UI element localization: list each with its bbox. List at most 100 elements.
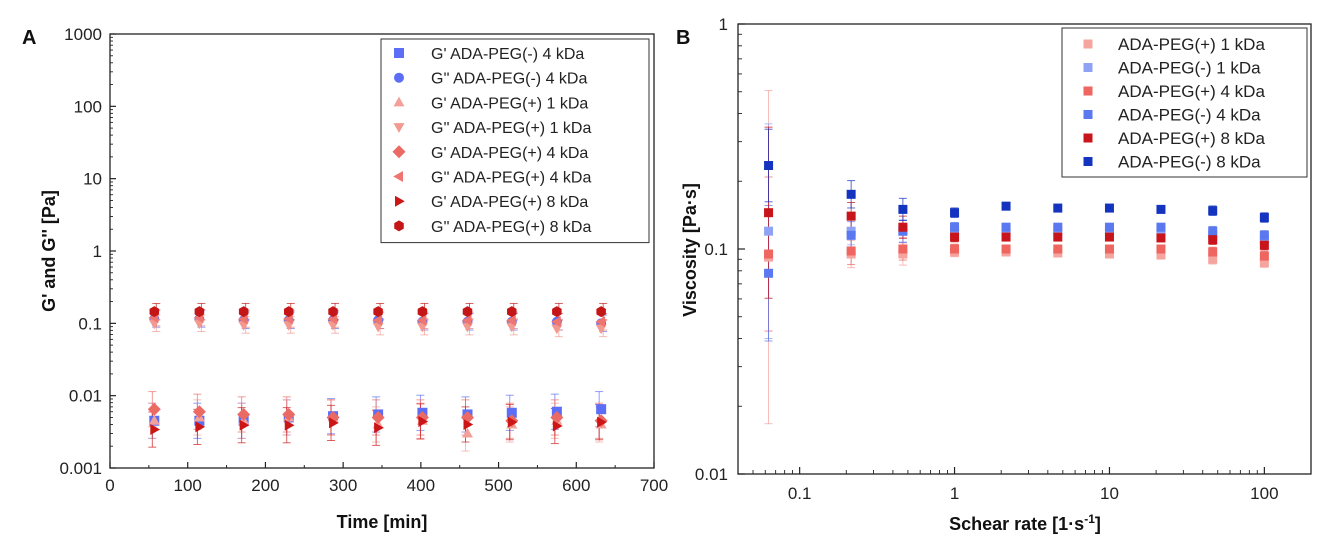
panel-b-point [764, 208, 774, 218]
panel-b-point [846, 211, 856, 221]
panel-a-legend-marker [393, 123, 405, 133]
panel-b-point [1208, 254, 1218, 264]
panel-b-x-axis-label: Schear rate [1·s-1] [949, 512, 1101, 534]
panel-a-point [506, 407, 517, 418]
panel-a-y-tick-label: 1 [93, 242, 102, 261]
panel-a-y-axis-label: G' and G'' [Pa] [39, 190, 59, 312]
panel-b-point [1156, 204, 1166, 214]
panel-b-point [764, 161, 774, 171]
panel-a-legend: G' ADA-PEG(-) 4 kDa G'' ADA-PEG(-) 4 kDa G… [380, 38, 650, 244]
panel-b-point [1156, 233, 1166, 243]
panel-a-point [550, 410, 564, 424]
panel-b-point [846, 246, 856, 256]
panel-a-ticks: 0 100 200 300 400 500 600 700 0.001 0.01 0.1 1 10 100… [59, 25, 668, 495]
panel-a-x-tick-label: 400 [407, 476, 435, 495]
panel-b-point [1259, 230, 1269, 240]
panel-a-y-tick-label: 10 [83, 170, 102, 189]
panel-a-point [328, 306, 338, 318]
panel-b-point [1053, 222, 1063, 232]
panel-b-point [1053, 203, 1063, 213]
panel-a-point [463, 418, 474, 430]
panel-b-point [950, 232, 960, 242]
panel-b-ticks: 0.1 1 10 100 0.01 0.1 1 [695, 15, 1279, 503]
panel-a-legend-label: G'' ADA-PEG(+) 8 kDa [431, 219, 591, 236]
panel-b-legend-label: ADA-PEG(+) 1 kDa [1118, 35, 1265, 54]
panel-a-point [238, 306, 249, 318]
panel-a-point [417, 306, 428, 318]
panel-a-point [461, 427, 473, 438]
panel-b-legend-label: ADA-PEG(+) 8 kDa [1118, 129, 1265, 148]
panel-b-point [1001, 232, 1011, 242]
panel-a-legend-label: G'' ADA-PEG(+) 4 kDa [431, 170, 591, 187]
panel-b-point [1001, 201, 1011, 211]
panel-a-x-tick-label: 700 [640, 476, 668, 495]
panel-a-legend-label: G' ADA-PEG(-) 4 kDa [431, 46, 584, 63]
panel-b-point [1208, 206, 1218, 216]
panel-b-point [1001, 222, 1011, 232]
panel-a-x-tick-label: 300 [329, 476, 357, 495]
panel-a-x-tick-label: 600 [562, 476, 590, 495]
panel-a-point [329, 417, 339, 429]
panel-a-legend-label: G' ADA-PEG(+) 1 kDa [431, 95, 588, 112]
panel-a-y-tick-label: 100 [74, 97, 102, 116]
panel-a-x-tick-label: 200 [251, 476, 279, 495]
panel-b-legend-label: ADA-PEG(-) 1 kDa [1118, 59, 1261, 78]
panel-b-y-axis-label: Viscosity [Pa·s] [680, 183, 700, 317]
panel-b-legend-label: ADA-PEG(+) 4 kDa [1118, 82, 1265, 101]
panel-b-point [1259, 240, 1269, 250]
panel-b-x-tick-label: 100 [1250, 484, 1278, 503]
panel-a-y-tick-label: 0.1 [78, 314, 102, 333]
panel-a-point [237, 407, 251, 421]
panel-a-legend-marker [395, 195, 405, 207]
panel-a-point [372, 314, 383, 326]
panel-a: A 0 100 200 300 400 500 600 700 0.001 0.01 0.1 1 10 1… [22, 25, 668, 532]
panel-a-legend-marker [394, 72, 404, 83]
panel-a-point [596, 404, 607, 415]
panel-b-y-tick-label: 1 [719, 15, 728, 34]
panel-b-data-points [764, 161, 1269, 278]
panel-a-point [595, 324, 607, 335]
panel-a-point [149, 306, 160, 318]
panel-b-point [898, 204, 908, 214]
panel-b-y-tick-label: 0.1 [704, 240, 728, 259]
panel-a-point [507, 306, 517, 318]
panel-b-x-tick-label: 0.1 [788, 484, 812, 503]
panel-b-point [1156, 244, 1166, 254]
panel-a-point [195, 421, 206, 433]
panel-a-point [506, 314, 516, 326]
panel-b-legend: ADA-PEG(+) 1 kDa ADA-PEG(-) 1 kDa ADA-PEG(… [1061, 27, 1308, 178]
panel-b-x-tick-label: 1 [950, 484, 959, 503]
panel-a-legend-marker [393, 96, 405, 107]
panel-b-point [846, 230, 856, 240]
panel-a-legend-label: G'' ADA-PEG(-) 4 kDa [431, 71, 587, 88]
panel-b-legend-marker [1083, 157, 1093, 166]
panel-a-point [147, 402, 161, 416]
panel-b-point [764, 249, 774, 259]
panel-b-point [1208, 247, 1218, 257]
panel-a-point [462, 306, 473, 318]
panel-b-legend-marker [1083, 133, 1093, 143]
panel-a-point [461, 314, 472, 326]
panel-b-point [1104, 232, 1114, 242]
panel-a-legend-marker [394, 48, 404, 58]
panel-a-point [551, 324, 563, 335]
panel-b-legend-marker [1083, 86, 1093, 96]
panel-a-y-tick-label: 1000 [64, 25, 102, 44]
panel-b-point [950, 244, 960, 254]
panel-a-point [192, 405, 206, 419]
panel-a-legend-marker [393, 171, 403, 182]
panel-b-legend-marker [1083, 39, 1093, 49]
panel-a-label: A [22, 27, 36, 49]
panel-b-point [898, 249, 908, 259]
panel-a-point [595, 316, 606, 328]
panel-b-point [898, 222, 908, 232]
panel-b-point [950, 222, 960, 232]
panel-a-point [194, 306, 205, 318]
panel-b-point [1001, 244, 1011, 254]
panel-b-point [1104, 244, 1114, 254]
panel-a-point [374, 422, 384, 434]
panel-a-y-tick-label: 0.001 [59, 459, 102, 478]
panel-a-y-tick-label: 0.01 [69, 387, 102, 406]
panel-b-point [898, 244, 908, 254]
panel-b-point [1156, 222, 1166, 232]
